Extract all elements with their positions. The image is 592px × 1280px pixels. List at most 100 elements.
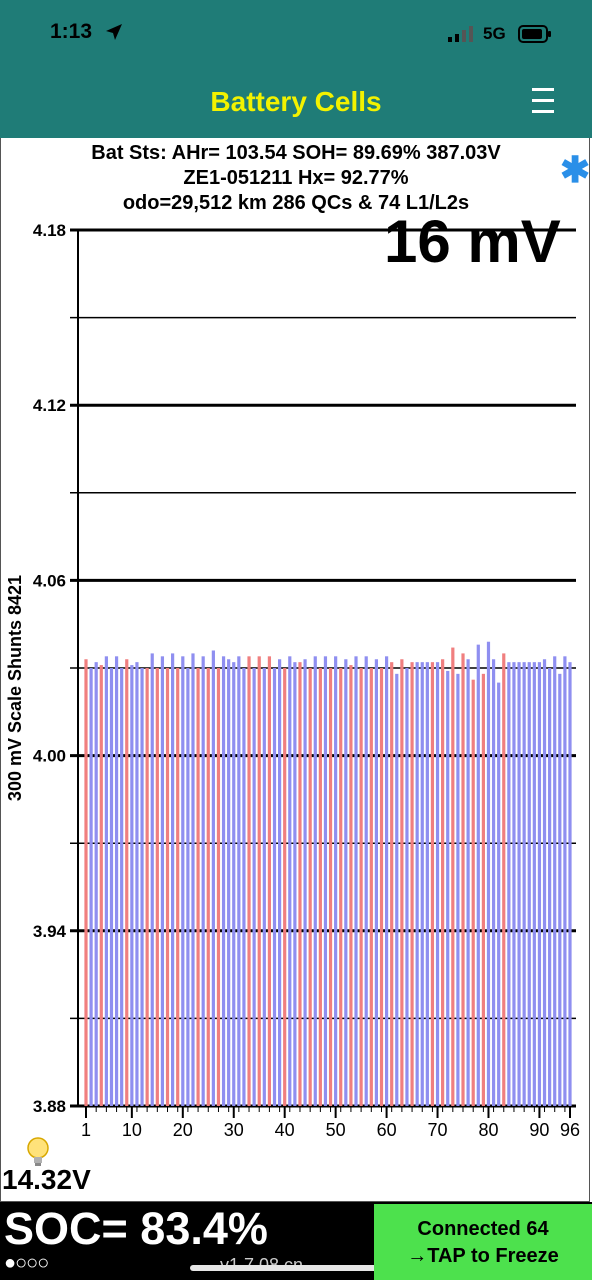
cell-bar: [165, 668, 170, 1106]
y-tick-label: 4.12: [33, 396, 66, 415]
cell-bar: [283, 668, 287, 1106]
cell-bar: [430, 662, 435, 1106]
y-axis-label: 300 mV Scale Shunts 8421: [5, 575, 25, 801]
cell-bar: [476, 644, 480, 1106]
home-indicator: [190, 1265, 402, 1271]
aux-battery-voltage: 14.32V: [2, 1164, 91, 1195]
x-tick-label: 10: [122, 1120, 142, 1138]
cell-bar: [522, 662, 526, 1106]
cell-bar: [441, 659, 445, 1106]
cell-bar: [481, 673, 485, 1106]
cell-bar: [420, 662, 424, 1106]
cell-bar: [354, 656, 358, 1106]
y-tick-label: 3.88: [33, 1097, 66, 1116]
cell-bar: [461, 653, 465, 1106]
y-tick-label: 4.00: [33, 747, 66, 766]
cell-bar: [140, 668, 144, 1106]
cell-bar: [191, 653, 195, 1106]
cell-bar: [502, 653, 506, 1106]
cell-bar: [405, 668, 409, 1106]
cell-spread-readout: 16 mV: [384, 208, 561, 275]
menu-button[interactable]: [526, 80, 560, 120]
cell-bar: [548, 668, 552, 1106]
x-tick-label: 80: [478, 1120, 498, 1138]
cell-bar: [491, 659, 496, 1106]
cell-bar: [242, 668, 246, 1106]
asterisk-icon[interactable]: ✱: [560, 149, 591, 190]
x-tick-label: 40: [275, 1120, 295, 1138]
cell-bar: [349, 665, 353, 1106]
y-tick-label: 4.18: [33, 221, 66, 240]
cell-bar: [435, 662, 440, 1106]
cell-bar: [425, 662, 429, 1106]
cell-bar: [155, 668, 159, 1106]
cell-bar: [359, 668, 363, 1106]
battery-status-line: Bat Sts: AHr= 103.54 SOH= 89.69% 387.03V: [91, 142, 501, 164]
cell-bar: [232, 662, 236, 1106]
cell-bar: [497, 682, 501, 1106]
cell-bar: [328, 668, 333, 1106]
lightbulb-icon[interactable]: [26, 1136, 50, 1172]
cell-bar: [176, 668, 180, 1106]
cell-bar: [390, 662, 394, 1106]
page-title: Battery Cells: [210, 86, 382, 117]
battery-icon: [518, 25, 551, 43]
cell-bar: [303, 659, 307, 1106]
cell-bar: [471, 679, 475, 1106]
cell-bar: [181, 656, 185, 1106]
cell-bar: [130, 665, 134, 1106]
cell-bar: [568, 662, 572, 1106]
cell-bar: [537, 662, 542, 1106]
connection-status: Connected 64: [417, 1218, 549, 1240]
cell-bar: [507, 662, 511, 1106]
nav-bar: Battery Cells: [0, 70, 592, 138]
cell-bar: [94, 662, 98, 1106]
cell-bar: [145, 668, 149, 1106]
odometer-line: odo=29,512 km 286 QCs & 74 L1/L2s: [122, 192, 470, 214]
cell-bar: [201, 656, 205, 1106]
cell-bar: [323, 656, 328, 1106]
cell-bar: [466, 659, 470, 1106]
cell-bar: [293, 662, 297, 1106]
cell-bar: [227, 659, 231, 1106]
network-label: 5G: [483, 24, 506, 43]
cell-bar: [400, 659, 404, 1106]
cell-bar: [308, 668, 312, 1106]
page-dots: ●○○○: [4, 1252, 49, 1274]
cell-bar: [160, 656, 165, 1106]
cell-bar: [410, 662, 414, 1106]
cell-bar: [272, 668, 277, 1106]
cell-bar: [379, 668, 384, 1106]
x-tick-label: 20: [173, 1120, 193, 1138]
cell-bar: [135, 662, 139, 1106]
y-tick-label: 3.94: [33, 922, 67, 941]
x-tick-label: 96: [560, 1120, 580, 1138]
cell-bar: [89, 668, 93, 1106]
cell-bar: [278, 659, 282, 1106]
signal-icon: [448, 26, 473, 42]
cell-bar: [237, 656, 241, 1106]
cell-bar: [486, 641, 491, 1106]
cell-bar: [120, 668, 124, 1106]
cell-bar: [512, 662, 516, 1106]
cell-bar: [456, 673, 460, 1106]
location-arrow-icon: [106, 24, 122, 40]
x-tick-label: 60: [377, 1120, 397, 1138]
cell-bar: [114, 656, 119, 1106]
cell-bar: [109, 668, 114, 1106]
x-tick-label: 90: [529, 1120, 549, 1138]
cell-bar: [298, 662, 302, 1106]
cell-bar: [369, 668, 373, 1106]
cell-bar: [313, 656, 317, 1106]
cell-bar: [216, 668, 221, 1106]
cell-bar: [374, 659, 378, 1106]
cell-bar: [171, 653, 175, 1106]
cell-bar: [553, 656, 557, 1106]
cell-bar: [384, 656, 389, 1106]
cell-bar: [186, 668, 190, 1106]
cell-bar: [211, 650, 215, 1106]
cell-bar: [267, 656, 272, 1106]
connection-button[interactable]: Connected 64 →TAP to Freeze: [374, 1204, 592, 1280]
cell-bar: [558, 673, 562, 1106]
status-time: 1:13: [50, 20, 93, 43]
